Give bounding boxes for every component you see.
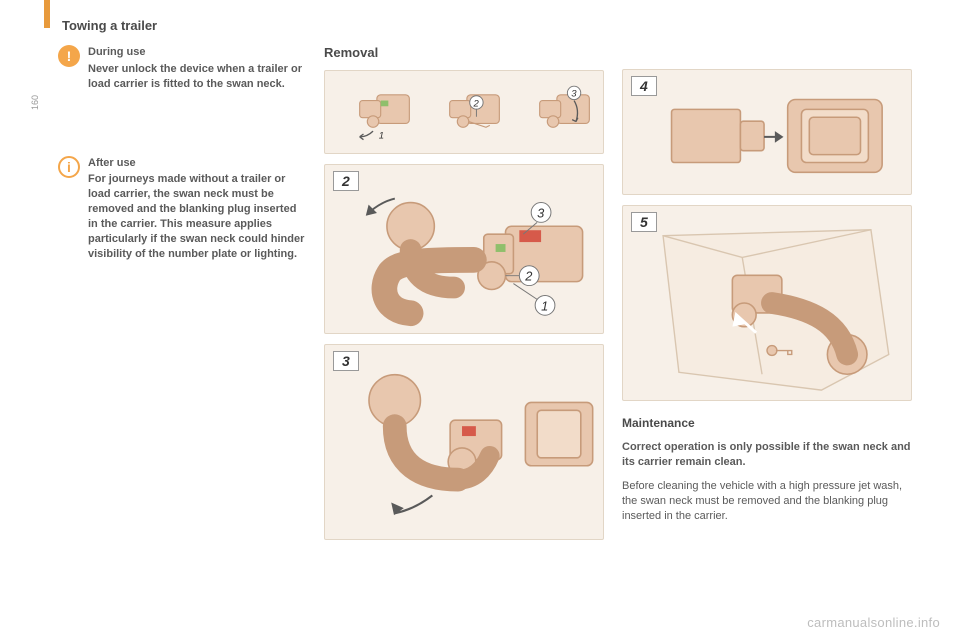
maintenance-line1: Correct operation is only possible if th… [622,440,912,471]
maintenance-title: Maintenance [622,415,912,432]
maintenance-line2: Before cleaning the vehicle with a high … [622,479,912,525]
note-title: After use [88,156,306,171]
svg-text:2: 2 [524,269,532,284]
svg-text:3: 3 [537,205,545,220]
figure-number: 3 [333,351,359,371]
figure-4: 4 [622,69,912,195]
note-text: For journeys made without a trailer or l… [88,173,304,259]
right-column: 4 [622,45,912,550]
section-heading: Removal [324,45,604,60]
svg-text:3: 3 [571,89,577,100]
watermark: carmanualsonline.info [807,615,940,630]
note-text: Never unlock the device when a trailer o… [88,63,302,90]
note-during-use: ! During use Never unlock the device whe… [58,45,306,92]
svg-text:1: 1 [541,298,548,313]
note-after-use: i After use For journeys made without a … [58,156,306,262]
figure-2: 2 [324,164,604,334]
figure-1: 1 1 [324,70,604,154]
middle-column: Removal 1 [324,45,604,550]
warning-icon: ! [58,45,80,67]
side-tab [44,0,50,28]
left-column: ! During use Never unlock the device whe… [58,45,306,550]
note-title: During use [88,45,306,60]
page-number: 160 [30,95,40,110]
svg-text:2: 2 [473,98,480,109]
info-icon: i [58,156,80,178]
figure-5: 5 [622,205,912,401]
maintenance-block: Maintenance Correct operation is only po… [622,415,912,525]
page-title: Towing a trailer [62,18,936,33]
figure-number: 5 [631,212,657,232]
figure-3: 3 [324,344,604,540]
sub-label: 1 [379,131,384,142]
figure-number: 4 [631,76,657,96]
figure-number: 2 [333,171,359,191]
